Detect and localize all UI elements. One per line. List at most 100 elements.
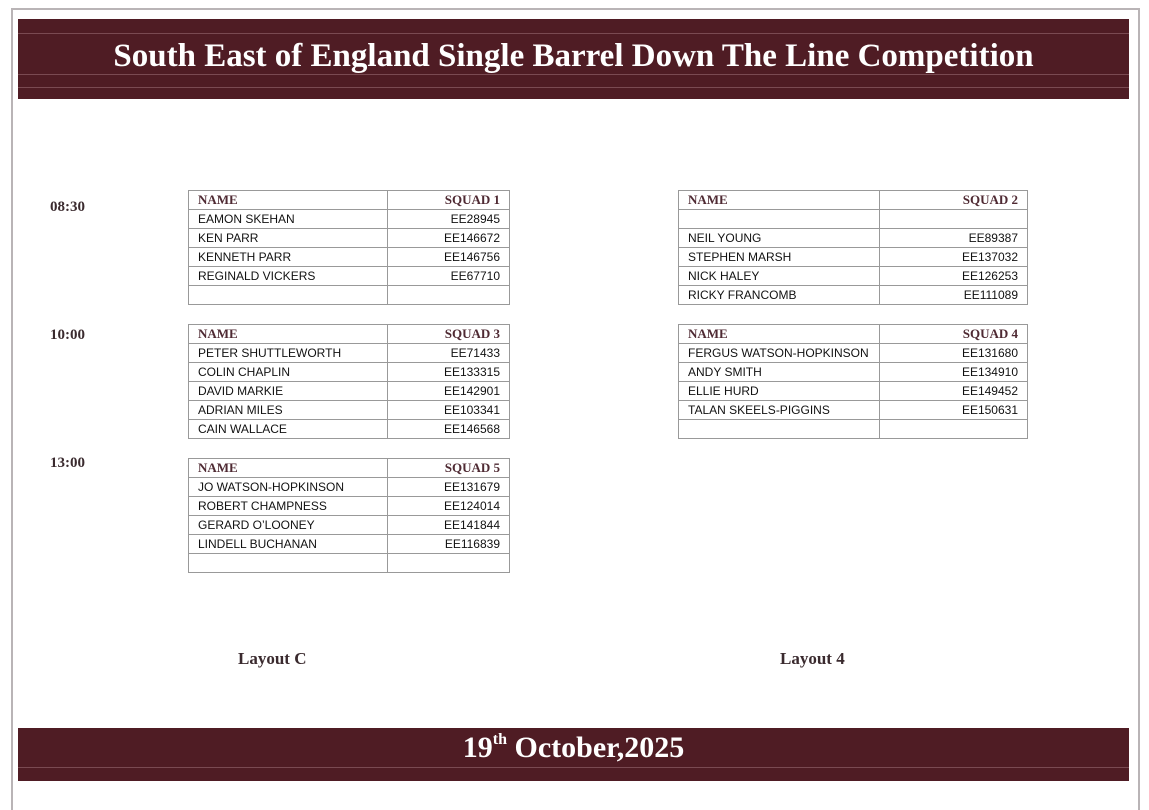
table-row: ANDY SMITH EE134910 <box>678 362 1028 382</box>
name-cell: CAIN WALLACE <box>188 419 388 439</box>
name-cell: NAME <box>678 190 880 210</box>
id-cell: SQUAD 3 <box>387 324 510 344</box>
name-cell: NAME <box>188 458 388 478</box>
time-label: 13:00 <box>50 455 85 471</box>
table-row <box>188 285 510 305</box>
name-cell: DAVID MARKIE <box>188 381 388 401</box>
name-cell: JO WATSON-HOPKINSON <box>188 477 388 497</box>
name-cell: PETER SHUTTLEWORTH <box>188 343 388 363</box>
table-row: KENNETH PARR EE146756 <box>188 247 510 267</box>
id-cell <box>879 419 1028 439</box>
table-row: FERGUS WATSON-HOPKINSON EE131680 <box>678 343 1028 363</box>
table-row: ADRIAN MILES EE103341 <box>188 400 510 420</box>
id-cell: EE146568 <box>387 419 510 439</box>
table-row: REGINALD VICKERS EE67710 <box>188 266 510 286</box>
table-row: ROBERT CHAMPNESS EE124014 <box>188 496 510 516</box>
table-row: STEPHEN MARSH EE137032 <box>678 247 1028 267</box>
squad-table-1: NAME SQUAD 1 EAMON SKEHAN EE28945 KEN PARR EE… <box>188 190 510 305</box>
name-cell: TALAN SKEELS-PIGGINS <box>678 400 880 420</box>
name-cell: NAME <box>188 324 388 344</box>
squad-table-3: NAME SQUAD 3 PETER SHUTTLEWORTH EE71433 COLI… <box>188 324 510 439</box>
table-header-row: NAME SQUAD 1 <box>188 190 510 210</box>
table-row <box>188 553 510 573</box>
id-cell: EE116839 <box>387 534 510 554</box>
table-row: NICK HALEY EE126253 <box>678 266 1028 286</box>
name-cell: REGINALD VICKERS <box>188 266 388 286</box>
table-row: EAMON SKEHAN EE28945 <box>188 209 510 229</box>
name-cell <box>678 209 880 229</box>
id-cell: EE67710 <box>387 266 510 286</box>
table-header-row: NAME SQUAD 3 <box>188 324 510 344</box>
name-cell: GERARD O’LOONEY <box>188 515 388 535</box>
id-cell: EE137032 <box>879 247 1028 267</box>
id-cell: EE111089 <box>879 285 1028 305</box>
table-row: PETER SHUTTLEWORTH EE71433 <box>188 343 510 363</box>
id-cell: SQUAD 5 <box>387 458 510 478</box>
id-cell: EE131679 <box>387 477 510 497</box>
id-cell <box>879 209 1028 229</box>
layout-label: Layout C <box>238 649 307 668</box>
name-cell: NEIL YOUNG <box>678 228 880 248</box>
table-row <box>678 419 1028 439</box>
table-row: ELLIE HURD EE149452 <box>678 381 1028 401</box>
name-cell: LINDELL BUCHANAN <box>188 534 388 554</box>
title-banner: South East of England Single Barrel Down… <box>18 19 1129 99</box>
name-cell <box>188 553 388 573</box>
name-cell: ANDY SMITH <box>678 362 880 382</box>
table-header-row: NAME SQUAD 5 <box>188 458 510 478</box>
id-cell: EE150631 <box>879 400 1028 420</box>
id-cell: EE131680 <box>879 343 1028 363</box>
id-cell: EE103341 <box>387 400 510 420</box>
table-header-row: NAME SQUAD 4 <box>678 324 1028 344</box>
name-cell: NAME <box>188 190 388 210</box>
table-row: CAIN WALLACE EE146568 <box>188 419 510 439</box>
table-row: COLIN CHAPLIN EE133315 <box>188 362 510 382</box>
id-cell: EE126253 <box>879 266 1028 286</box>
id-cell: EE28945 <box>387 209 510 229</box>
id-cell: EE149452 <box>879 381 1028 401</box>
name-cell: STEPHEN MARSH <box>678 247 880 267</box>
id-cell: EE134910 <box>879 362 1028 382</box>
name-cell: RICKY FRANCOMB <box>678 285 880 305</box>
name-cell: ROBERT CHAMPNESS <box>188 496 388 516</box>
table-row: DAVID MARKIE EE142901 <box>188 381 510 401</box>
table-row: TALAN SKEELS-PIGGINS EE150631 <box>678 400 1028 420</box>
page-title: South East of England Single Barrel Down… <box>113 38 1034 74</box>
id-cell: EE142901 <box>387 381 510 401</box>
id-cell: SQUAD 4 <box>879 324 1028 344</box>
id-cell: EE124014 <box>387 496 510 516</box>
date-banner: 19th October,2025 <box>18 728 1129 781</box>
id-cell: SQUAD 1 <box>387 190 510 210</box>
name-cell: EAMON SKEHAN <box>188 209 388 229</box>
name-cell: COLIN CHAPLIN <box>188 362 388 382</box>
id-cell <box>387 285 510 305</box>
id-cell: EE141844 <box>387 515 510 535</box>
time-label: 10:00 <box>50 327 85 343</box>
name-cell: NAME <box>678 324 880 344</box>
id-cell <box>387 553 510 573</box>
time-label: 08:30 <box>50 199 85 215</box>
name-cell: KEN PARR <box>188 228 388 248</box>
name-cell <box>188 285 388 305</box>
event-date: 19th October,2025 <box>462 731 685 764</box>
table-row: LINDELL BUCHANAN EE116839 <box>188 534 510 554</box>
layout-label: Layout 4 <box>780 649 845 668</box>
table-row: KEN PARR EE146672 <box>188 228 510 248</box>
squad-table-2: NAME SQUAD 2 NEIL YOUNG EE89387 STEPHEN MARS… <box>678 190 1028 305</box>
id-cell: EE146672 <box>387 228 510 248</box>
id-cell: SQUAD 2 <box>879 190 1028 210</box>
id-cell: EE146756 <box>387 247 510 267</box>
id-cell: EE133315 <box>387 362 510 382</box>
table-row <box>678 209 1028 229</box>
id-cell: EE71433 <box>387 343 510 363</box>
table-row: GERARD O’LOONEY EE141844 <box>188 515 510 535</box>
name-cell: ELLIE HURD <box>678 381 880 401</box>
table-row: NEIL YOUNG EE89387 <box>678 228 1028 248</box>
table-row: JO WATSON-HOPKINSON EE131679 <box>188 477 510 497</box>
table-header-row: NAME SQUAD 2 <box>678 190 1028 210</box>
squad-table-4: NAME SQUAD 4 FERGUS WATSON-HOPKINSON EE1316… <box>678 324 1028 439</box>
name-cell: NICK HALEY <box>678 266 880 286</box>
squad-table-5: NAME SQUAD 5 JO WATSON-HOPKINSON EE131679 RO… <box>188 458 510 573</box>
name-cell: ADRIAN MILES <box>188 400 388 420</box>
name-cell: FERGUS WATSON-HOPKINSON <box>678 343 880 363</box>
